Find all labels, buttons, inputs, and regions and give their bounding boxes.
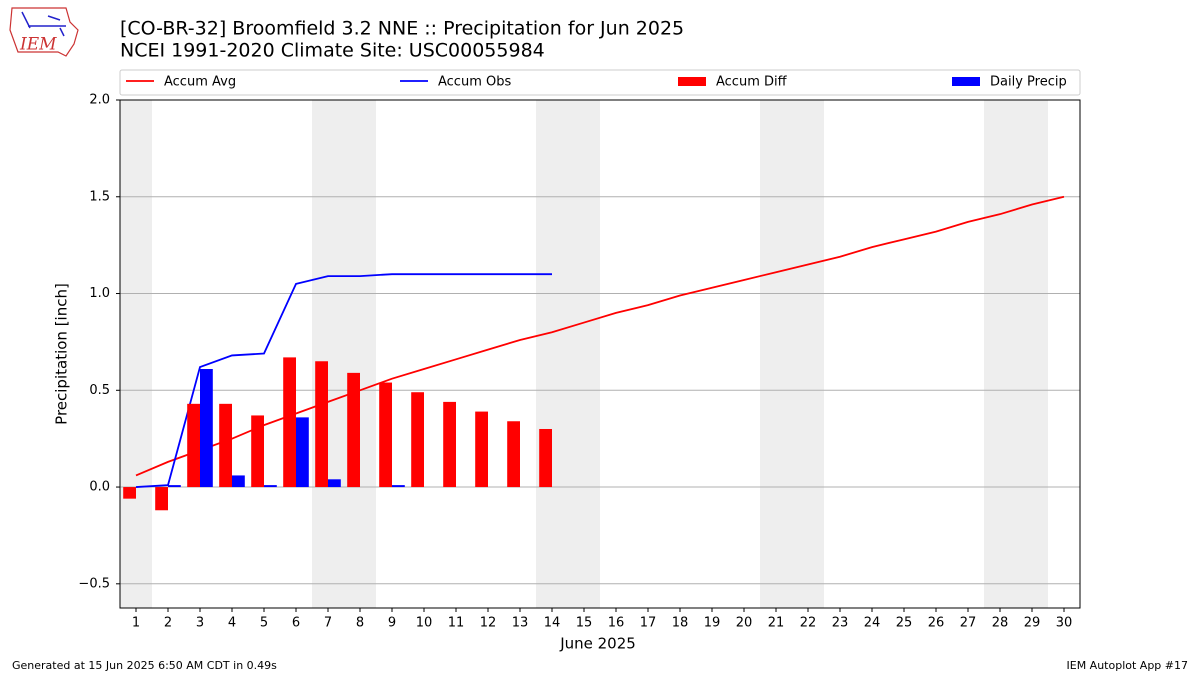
- bar: [219, 403, 232, 488]
- weekend-shade: [120, 100, 152, 608]
- x-tick-label: 9: [388, 616, 396, 631]
- plot-frame: [119, 99, 1081, 609]
- bar: [283, 357, 296, 488]
- footer-right: IEM Autoplot App #17: [1067, 659, 1189, 672]
- bar: [443, 401, 456, 488]
- x-tick-label: 8: [356, 616, 364, 631]
- bar: [507, 421, 520, 488]
- x-tick-label: 18: [672, 616, 689, 631]
- bar: [347, 372, 360, 488]
- x-tick-label: 19: [704, 616, 721, 631]
- weekend-shade: [312, 100, 376, 608]
- logo: IEM: [9, 7, 79, 57]
- legend-box: [119, 69, 1081, 96]
- footer-left: Generated at 15 Jun 2025 6:50 AM CDT in …: [12, 659, 277, 672]
- bar: [168, 485, 181, 488]
- x-tick-label: 15: [576, 616, 593, 631]
- x-tick-label: 13: [512, 616, 529, 631]
- x-tick-label: 17: [640, 616, 657, 631]
- bar: [187, 403, 200, 488]
- x-tick-label: 14: [544, 616, 561, 631]
- bar: [296, 417, 309, 488]
- line: [135, 273, 552, 488]
- x-axis-label: June 2025: [559, 635, 636, 653]
- bar: [328, 479, 341, 488]
- x-tick-label: 2: [164, 616, 172, 631]
- bar: [155, 487, 168, 511]
- x-tick-label: 10: [416, 616, 433, 631]
- legend-label: Daily Precip: [990, 75, 1067, 90]
- y-tick-label: 1.5: [89, 189, 110, 204]
- y-tick-label: 2.0: [89, 93, 110, 108]
- x-tick-label: 1: [132, 616, 140, 631]
- bar: [475, 411, 488, 488]
- x-tick-label: 21: [768, 616, 785, 631]
- x-tick-label: 5: [260, 616, 268, 631]
- bar: [539, 428, 552, 488]
- legend-swatch: [678, 77, 706, 86]
- legend-label: Accum Obs: [438, 75, 511, 90]
- chart-subtitle: NCEI 1991-2020 Climate Site: USC00055984: [120, 40, 545, 62]
- x-tick-label: 11: [448, 616, 465, 631]
- bar: [264, 485, 277, 488]
- x-tick-label: 27: [960, 616, 977, 631]
- x-tick-label: 4: [228, 616, 236, 631]
- x-tick-label: 28: [992, 616, 1009, 631]
- bar: [232, 475, 245, 488]
- x-tick-label: 25: [896, 616, 913, 631]
- x-tick-label: 12: [480, 616, 497, 631]
- bar: [411, 392, 424, 488]
- logo-text: IEM: [19, 35, 57, 55]
- y-tick-label: −0.5: [78, 576, 110, 591]
- y-axis-label: Precipitation [inch]: [53, 283, 71, 425]
- x-tick-label: 3: [196, 616, 204, 631]
- weekend-shade: [760, 100, 824, 608]
- x-tick-label: 23: [832, 616, 849, 631]
- bar: [123, 487, 136, 499]
- bar: [392, 485, 405, 488]
- legend-label: Accum Avg: [164, 75, 236, 90]
- x-tick-label: 22: [800, 616, 817, 631]
- x-tick-label: 30: [1056, 616, 1073, 631]
- x-tick-label: 6: [292, 616, 300, 631]
- x-tick-label: 24: [864, 616, 881, 631]
- bar: [379, 382, 392, 488]
- y-tick-label: 1.0: [89, 286, 110, 301]
- logo-icon: [21, 11, 66, 37]
- x-tick-label: 26: [928, 616, 945, 631]
- chart-title: [CO-BR-32] Broomfield 3.2 NNE :: Precipi…: [120, 18, 684, 40]
- x-tick-label: 20: [736, 616, 753, 631]
- logo-outline: [9, 7, 79, 57]
- weekend-shade: [984, 100, 1048, 608]
- legend-swatch: [952, 77, 980, 86]
- x-tick-label: 7: [324, 616, 332, 631]
- weekend-shade: [536, 100, 600, 608]
- legend-label: Accum Diff: [716, 75, 788, 90]
- x-tick-label: 29: [1024, 616, 1041, 631]
- bar: [200, 368, 213, 488]
- bar: [251, 415, 264, 488]
- y-tick-label: 0.0: [89, 480, 110, 495]
- y-tick-label: 0.5: [89, 383, 110, 398]
- bar: [315, 361, 328, 488]
- x-tick-label: 16: [608, 616, 625, 631]
